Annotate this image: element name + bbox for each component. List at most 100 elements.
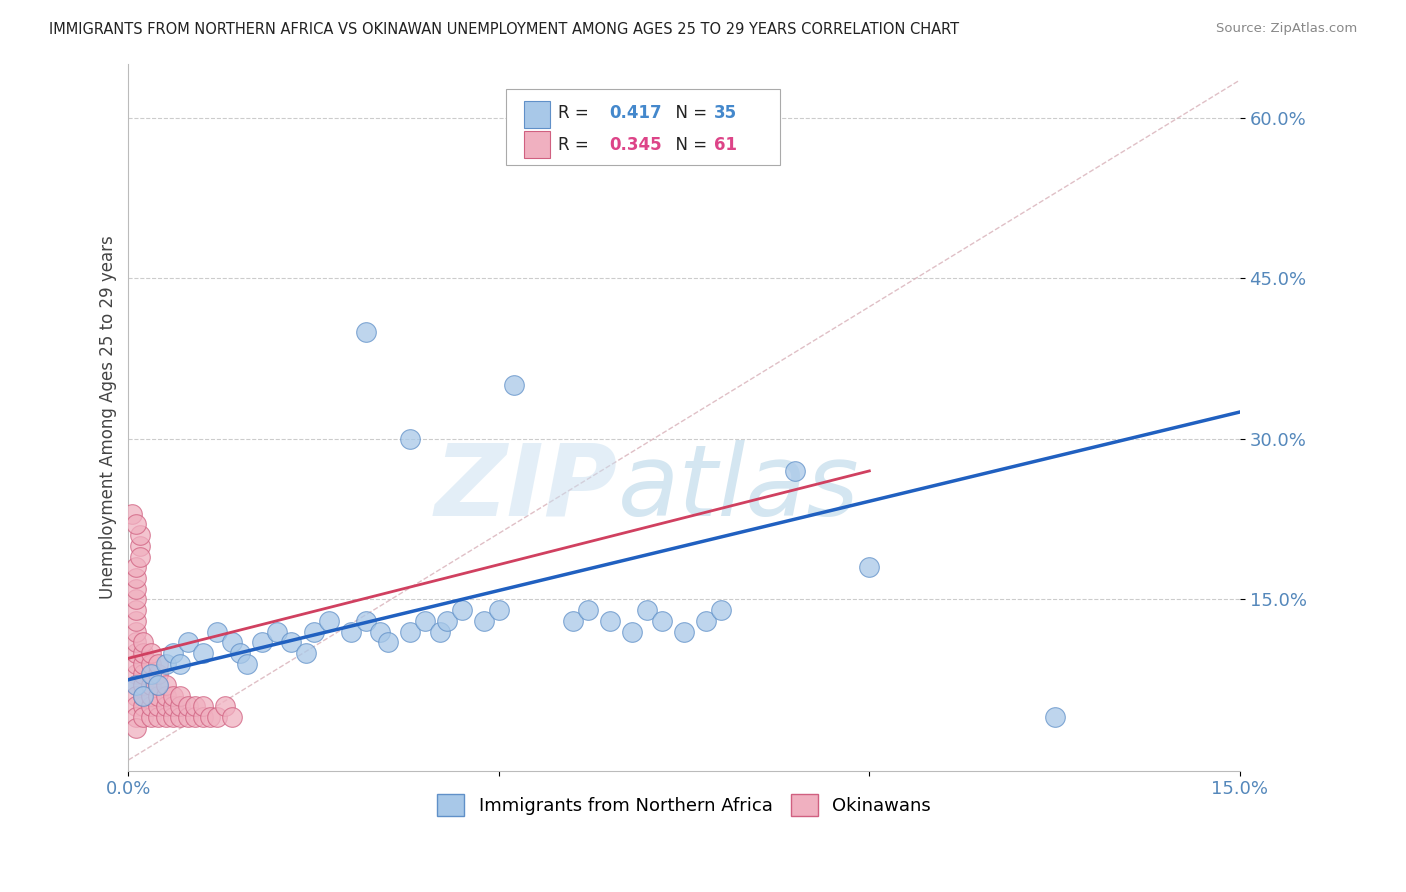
Point [132,667,155,681]
Point [132,646,155,660]
Point [128,549,150,564]
Point [162,710,184,724]
Point [139,689,162,703]
Point [139,699,162,714]
Point [266,624,288,639]
Point [125,678,148,692]
Point [132,689,155,703]
Point [146,710,169,724]
Point [429,624,451,639]
Point [207,624,229,639]
Point [177,710,200,724]
Point [562,614,585,628]
Point [858,560,880,574]
Point [710,603,733,617]
Point [121,507,143,521]
Point [399,432,422,446]
Point [139,657,162,671]
Point [128,539,150,553]
Point [221,710,243,724]
Point [207,710,229,724]
Point [128,528,150,542]
Point [125,710,148,724]
Point [155,657,177,671]
Point [125,657,148,671]
Point [132,699,155,714]
Point [695,614,717,628]
Point [146,699,169,714]
Point [191,699,214,714]
Point [132,657,155,671]
Text: 0.417: 0.417 [609,104,661,122]
Point [377,635,399,649]
Point [132,635,155,649]
Text: N =: N = [665,104,713,122]
Point [250,635,273,649]
Point [169,657,191,671]
Point [354,614,377,628]
Point [228,646,250,660]
Point [198,710,221,724]
Point [302,624,325,639]
Point [125,614,148,628]
Point [146,657,169,671]
Point [191,646,214,660]
Text: N =: N = [665,136,713,153]
Point [488,603,510,617]
Text: atlas: atlas [617,440,859,537]
Point [139,646,162,660]
Point [125,646,148,660]
Point [139,678,162,692]
Point [169,710,191,724]
Text: 61: 61 [714,136,737,153]
Point [399,624,422,639]
Point [125,592,148,607]
Point [139,667,162,681]
Point [125,667,148,681]
Point [139,710,162,724]
Point [155,699,177,714]
Point [132,710,155,724]
Point [413,614,436,628]
Point [318,614,340,628]
Point [191,710,214,724]
Point [576,603,599,617]
Point [125,721,148,735]
Point [472,614,495,628]
Point [280,635,302,649]
Point [155,689,177,703]
Point [125,678,148,692]
Point [125,517,148,532]
Point [155,678,177,692]
Text: Source: ZipAtlas.com: Source: ZipAtlas.com [1216,22,1357,36]
Point [354,325,377,339]
Point [146,667,169,681]
Point [370,624,392,639]
Text: 0.345: 0.345 [609,136,661,153]
Legend: Immigrants from Northern Africa, Okinawans: Immigrants from Northern Africa, Okinawa… [429,785,941,825]
Point [162,699,184,714]
Point [125,624,148,639]
Point [155,710,177,724]
Point [132,678,155,692]
Point [621,624,644,639]
Point [139,667,162,681]
Point [177,699,200,714]
Point [125,635,148,649]
Point [125,571,148,585]
Point [295,646,318,660]
Text: R =: R = [558,136,599,153]
Point [599,614,621,628]
Point [177,635,200,649]
Point [146,689,169,703]
Point [184,699,207,714]
Point [146,678,169,692]
Point [125,560,148,574]
Point [339,624,361,639]
Point [162,689,184,703]
Point [673,624,696,639]
Point [1043,710,1066,724]
Point [785,464,807,478]
Point [169,699,191,714]
Point [502,378,524,392]
